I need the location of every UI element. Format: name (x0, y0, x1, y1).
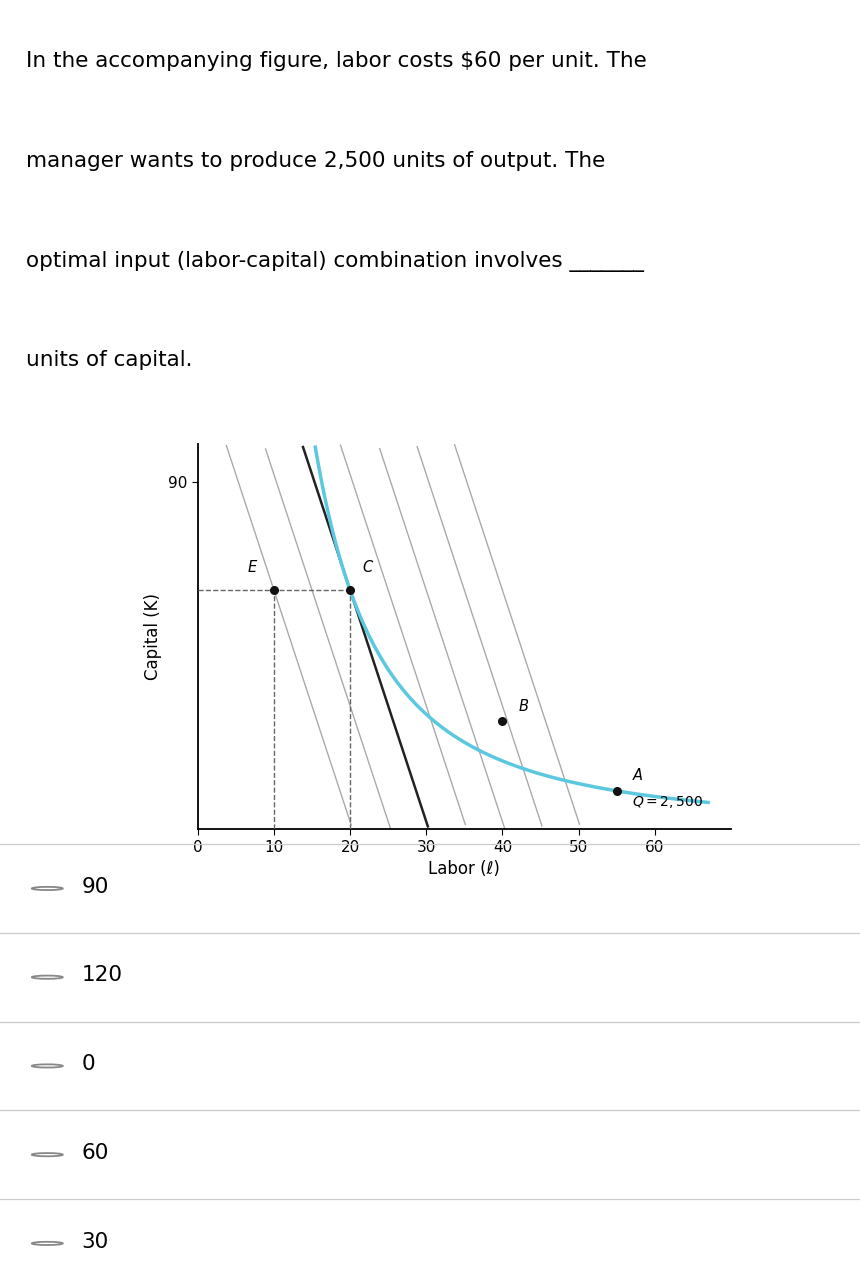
Text: $\it{B}$: $\it{B}$ (518, 698, 529, 714)
Text: 0: 0 (82, 1055, 95, 1074)
X-axis label: Labor (ℓ): Labor (ℓ) (428, 860, 501, 878)
Text: optimal input (labor-capital) combination involves _______: optimal input (labor-capital) combinatio… (26, 251, 643, 271)
Text: 60: 60 (82, 1143, 109, 1163)
Text: 120: 120 (82, 966, 123, 985)
Text: units of capital.: units of capital. (26, 350, 193, 370)
Text: manager wants to produce 2,500 units of output. The: manager wants to produce 2,500 units of … (26, 150, 605, 171)
Text: 30: 30 (82, 1232, 109, 1251)
Text: $\it{E}$: $\it{E}$ (248, 559, 259, 575)
Text: In the accompanying figure, labor costs $60 per unit. The: In the accompanying figure, labor costs … (26, 51, 647, 71)
Y-axis label: Capital (K): Capital (K) (144, 593, 163, 680)
Text: $\it{A}$: $\it{A}$ (632, 768, 644, 783)
Text: 90: 90 (82, 877, 109, 896)
Text: $Q = 2,500$: $Q = 2,500$ (632, 795, 703, 810)
Text: $\it{C}$: $\it{C}$ (361, 559, 374, 575)
